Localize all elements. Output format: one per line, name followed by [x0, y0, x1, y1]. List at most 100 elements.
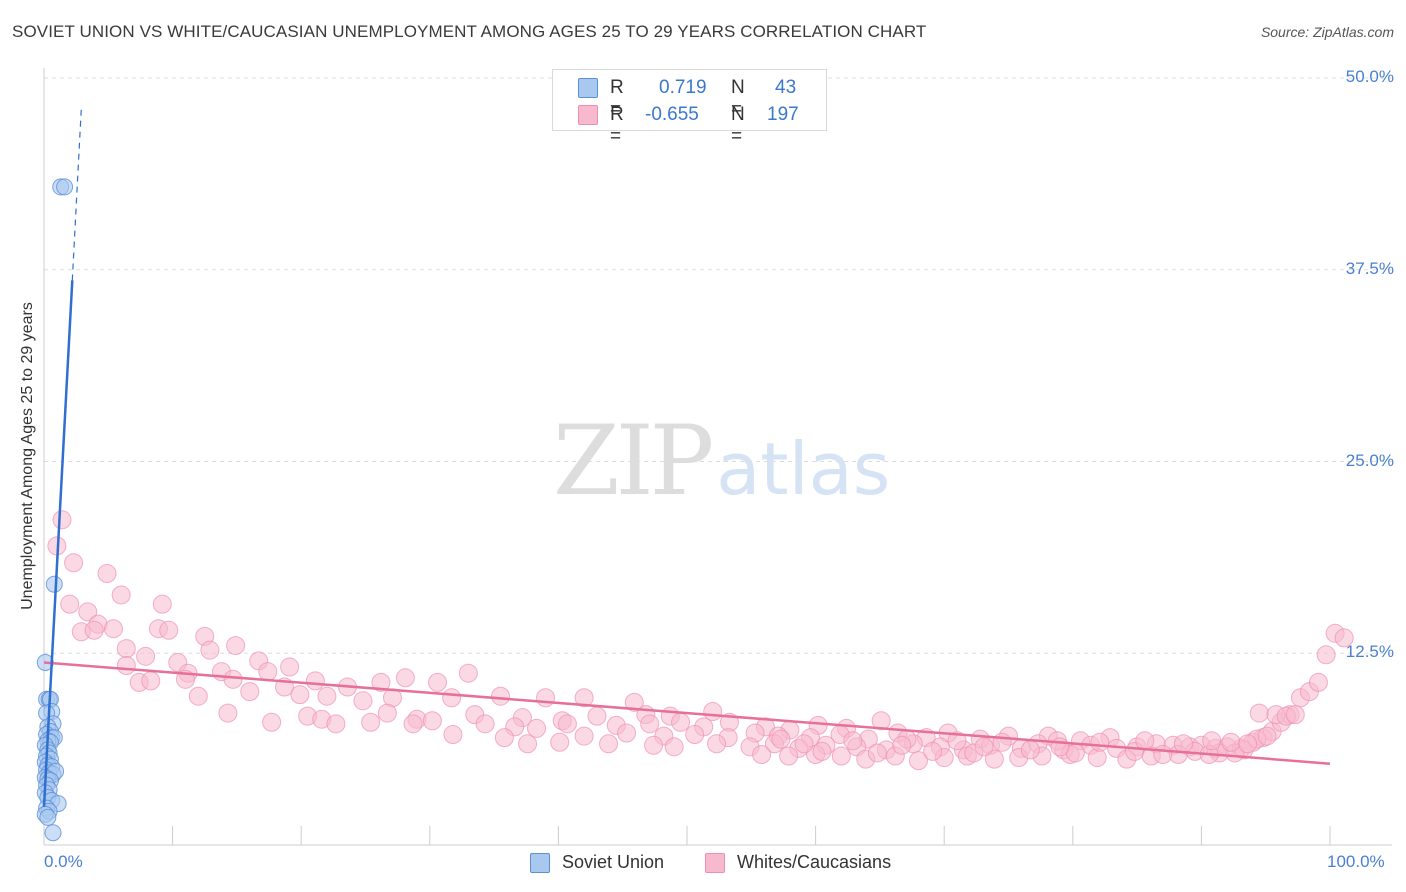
y-tick-label-2: 37.5% [1345, 258, 1394, 278]
white-point-136 [1316, 645, 1336, 665]
legend-swatch-soviet [578, 78, 598, 98]
white-point-78 [871, 711, 891, 731]
white-point-70 [640, 714, 660, 734]
white-point-181 [1090, 732, 1110, 752]
white-point-67 [527, 718, 547, 738]
white-point-160 [867, 743, 887, 763]
white-point-4 [60, 594, 80, 614]
white-point-65 [475, 714, 495, 734]
soviet-trend-line [42, 280, 74, 807]
white-trend-line [43, 661, 1331, 765]
white-point-169 [1249, 703, 1269, 723]
white-point-17 [226, 636, 246, 656]
white-point-24 [258, 662, 278, 682]
white-point-190 [1050, 737, 1070, 757]
soviet-point-41 [39, 808, 57, 826]
white-point-16 [200, 640, 220, 660]
white-caucasian-points [47, 510, 1354, 771]
white-point-48 [218, 703, 238, 723]
white-point-61 [326, 714, 346, 734]
white-point-175 [771, 729, 791, 749]
white-point-2 [64, 553, 84, 573]
white-point-81 [574, 726, 594, 746]
white-point-84 [685, 725, 705, 745]
bottom-legend-swatch-soviet [530, 853, 550, 873]
legend-r-value-white: -0.655 [645, 104, 699, 125]
white-point-176 [843, 731, 863, 751]
white-point-79 [443, 725, 463, 745]
y-tick-label-0: 12.5% [1345, 642, 1394, 662]
white-point-31 [371, 672, 391, 692]
white-point-138 [1334, 628, 1354, 648]
chart-title: SOVIET UNION VS WHITE/CAUCASIAN UNEMPLOY… [12, 22, 927, 41]
white-point-38 [290, 685, 310, 705]
white-point-71 [671, 712, 691, 732]
white-point-63 [403, 714, 423, 734]
source-label: Source: ZipAtlas.com [1260, 24, 1394, 40]
white-point-140 [779, 746, 799, 766]
white-point-21 [116, 656, 136, 676]
legend-n-label: N = [731, 77, 745, 120]
watermark-atlas: atlas [716, 427, 891, 511]
white-point-68 [557, 714, 577, 734]
white-point-40 [317, 686, 337, 706]
white-point-15 [116, 639, 136, 659]
bottom-legend-label-soviet: Soviet Union [562, 852, 665, 872]
white-point-11 [103, 619, 123, 639]
white-point-148 [984, 749, 1004, 769]
white-point-179 [992, 732, 1012, 752]
white-point-163 [1020, 740, 1040, 760]
white-point-101 [599, 734, 619, 754]
white-point-166 [1153, 744, 1173, 764]
y-tick-label-3: 50.0% [1345, 67, 1394, 86]
white-point-100 [550, 732, 570, 752]
white-point-33 [428, 672, 448, 692]
white-point-6 [152, 594, 172, 614]
white-point-29 [280, 657, 300, 677]
white-point-99 [518, 734, 538, 754]
white-point-18 [136, 646, 156, 666]
white-point-30 [305, 671, 325, 691]
white-point-41 [353, 691, 373, 711]
legend-n-value-soviet: 43 [775, 77, 797, 98]
white-point-13 [159, 620, 179, 640]
legend-r-label: R = [610, 104, 624, 147]
white-point-80 [494, 728, 514, 748]
grid-lines [44, 77, 1392, 654]
bottom-legend-label-white: Whites/Caucasians [737, 852, 892, 872]
correlation-legend: R = 0.719 N = 43 R = -0.655 N = 197 [552, 69, 827, 147]
x-tick-label-max: 100.0% [1327, 852, 1385, 871]
white-point-161 [923, 741, 943, 761]
white-point-45 [536, 688, 556, 708]
white-point-182 [1135, 731, 1155, 751]
white-point-62 [361, 712, 381, 732]
white-point-28 [223, 669, 243, 689]
white-point-186 [1238, 734, 1258, 754]
white-point-178 [947, 731, 967, 751]
white-point-37 [240, 682, 260, 702]
white-point-145 [908, 751, 928, 771]
white-point-47 [624, 692, 644, 712]
legend-n-label: N = [731, 104, 745, 147]
white-point-188 [892, 735, 912, 755]
white-point-189 [974, 737, 994, 757]
soviet-point-2 [45, 575, 63, 593]
white-point-139 [752, 744, 772, 764]
white-point-46 [574, 688, 594, 708]
white-point-185 [1221, 732, 1241, 752]
legend-swatch-white [578, 105, 598, 125]
white-point-44 [491, 686, 511, 706]
soviet-point-42 [44, 824, 62, 842]
soviet-trend-extension [71, 108, 82, 281]
bottom-legend-swatch-white [705, 853, 725, 873]
trend-lines [42, 108, 1331, 807]
white-point-0 [52, 510, 72, 530]
legend-n-value-white: 197 [767, 104, 799, 125]
white-point-43 [442, 688, 462, 708]
white-point-5 [111, 585, 131, 605]
white-point-56 [587, 706, 607, 726]
soviet-point-1 [56, 178, 74, 196]
axes [43, 68, 1392, 846]
white-point-135 [1308, 672, 1328, 692]
